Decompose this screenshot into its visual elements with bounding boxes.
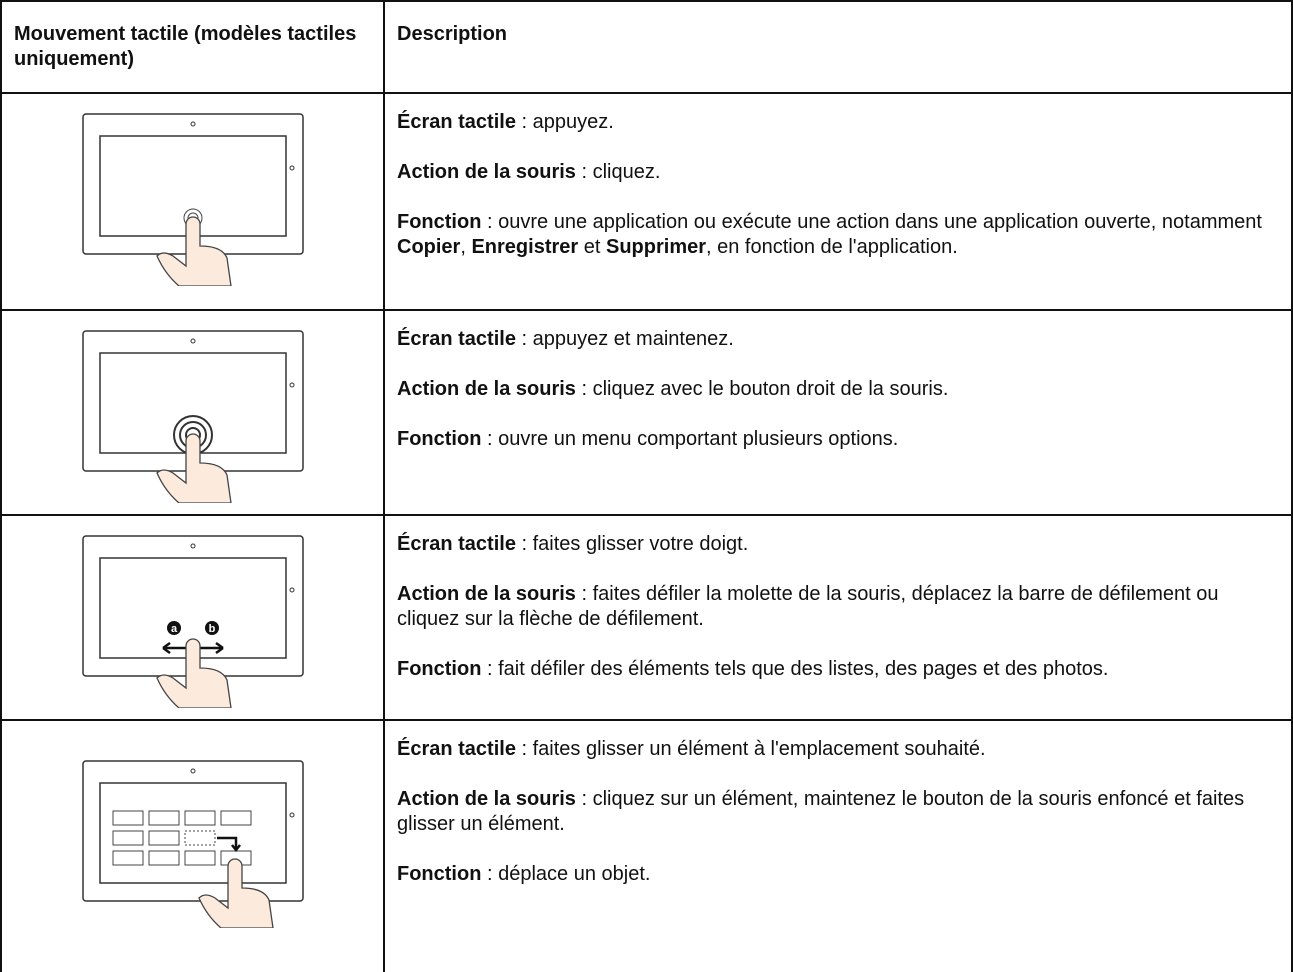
paragraph: Fonction : ouvre un menu comportant plus… xyxy=(397,427,1279,452)
paragraph: Action de la souris : cliquez. xyxy=(397,160,1279,185)
text: : appuyez et maintenez. xyxy=(515,328,734,350)
bold-text: Action de la souris xyxy=(397,583,576,605)
bold-text: Fonction xyxy=(397,863,482,885)
bold-text: Écran tactile xyxy=(397,533,516,555)
description-cell: Écran tactile : appuyez et maintenez. Act… xyxy=(383,309,1293,516)
text: : faites défiler la molette de la souris… xyxy=(397,583,1219,630)
text: : cliquez avec le bouton droit de la sou… xyxy=(575,378,949,400)
header-row: Mouvement tactile (modèles tactiles uniq… xyxy=(0,0,1293,94)
header-cell: Description xyxy=(383,0,1293,94)
image-cell xyxy=(0,309,385,516)
paragraph: Fonction : ouvre une application ou exéc… xyxy=(397,210,1279,260)
paragraph: Écran tactile : appuyez et maintenez. xyxy=(397,327,1279,352)
image-cell xyxy=(0,719,385,972)
paragraph: Écran tactile : faites glisser un élémen… xyxy=(397,737,1279,762)
paragraph: Action de la souris : cliquez sur un élé… xyxy=(397,787,1279,837)
row: Écran tactile : faites glisser un élémen… xyxy=(0,719,1293,972)
bold-text: Action de la souris xyxy=(397,161,576,183)
text: et xyxy=(578,236,606,258)
paragraph: Fonction : déplace un objet. xyxy=(397,862,1279,887)
bold-text: Fonction xyxy=(397,211,482,233)
paragraph: Écran tactile : faites glisser votre doi… xyxy=(397,532,1279,557)
slide-illustration: a b xyxy=(73,528,313,708)
text: : déplace un objet. xyxy=(481,863,651,885)
marker-label: a xyxy=(170,623,177,635)
paragraph: Action de la souris : cliquez avec le bo… xyxy=(397,377,1279,402)
image-cell xyxy=(0,92,385,311)
text: : cliquez sur un élément, maintenez le b… xyxy=(397,788,1245,835)
bold-text: Fonction xyxy=(397,658,482,680)
text: : ouvre un menu comportant plusieurs opt… xyxy=(481,428,899,450)
text: : faites glisser votre doigt. xyxy=(515,533,749,555)
bold-text: Action de la souris xyxy=(397,788,576,810)
marker-label: b xyxy=(208,623,215,635)
row: a b Écran tactile : faites glisser votre… xyxy=(0,514,1293,721)
drag-illustration xyxy=(73,753,313,933)
text: , en fonction de l'application. xyxy=(706,236,958,258)
bold-text: Fonction xyxy=(397,428,482,450)
text: : ouvre une application ou exécute une a… xyxy=(481,211,1262,233)
hold-illustration xyxy=(73,323,313,503)
row: Écran tactile : appuyez. Action de la sou… xyxy=(0,92,1293,311)
description-cell: Écran tactile : appuyez. Action de la sou… xyxy=(383,92,1293,311)
bold-text: Enregistrer xyxy=(471,236,579,258)
paragraph: Écran tactile : appuyez. xyxy=(397,110,1279,135)
text: : appuyez. xyxy=(515,111,614,133)
text: : cliquez. xyxy=(575,161,661,183)
bold-text: Copier xyxy=(397,236,461,258)
paragraph: Fonction : fait défiler des éléments tel… xyxy=(397,657,1279,682)
row: Écran tactile : appuyez et maintenez. Act… xyxy=(0,309,1293,516)
bold-text: Supprimer xyxy=(605,236,707,258)
header-cell: Mouvement tactile (modèles tactiles uniq… xyxy=(0,0,385,94)
image-cell: a b xyxy=(0,514,385,721)
text: : fait défiler des éléments tels que des… xyxy=(481,658,1109,680)
bold-text: Action de la souris xyxy=(397,378,576,400)
bold-text: Écran tactile xyxy=(397,111,516,133)
bold-text: Écran tactile xyxy=(397,738,516,760)
text: , xyxy=(460,236,472,258)
bold-text: Écran tactile xyxy=(397,328,516,350)
paragraph: Action de la souris : faites défiler la … xyxy=(397,582,1279,632)
tap-illustration xyxy=(73,106,313,286)
text: : faites glisser un élément à l'emplacem… xyxy=(515,738,986,760)
description-cell: Écran tactile : faites glisser un élémen… xyxy=(383,719,1293,972)
description-cell: Écran tactile : faites glisser votre doi… xyxy=(383,514,1293,721)
